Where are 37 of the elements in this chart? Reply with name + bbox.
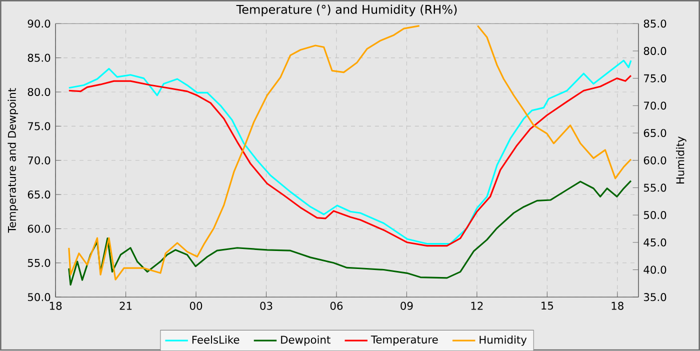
y2-tick-label: 70.0: [644, 102, 666, 110]
x-tick-label: 00: [190, 302, 202, 310]
y2-axis-title: Humidity: [676, 136, 686, 184]
x-tick-label: 18: [612, 302, 624, 310]
y-tick-label: 60.0: [28, 224, 50, 233]
y2-tick-label: 75.0: [644, 74, 666, 82]
y-tick-label: 70.0: [28, 156, 50, 164]
y-tick-label: 85.0: [28, 54, 50, 62]
y-tick-label: 80.0: [28, 88, 50, 96]
x-tick-label: 15: [542, 302, 553, 310]
y2-tick-label: 80.0: [644, 46, 666, 55]
y-tick-label: 65.0: [28, 190, 50, 198]
y2-tick-label: 50.0: [644, 210, 666, 219]
y2-tick-label: 35.0: [644, 292, 666, 302]
legend-label: Humidity: [480, 335, 527, 346]
x-tick-label: 03: [260, 302, 272, 310]
x-tick-label: 09: [400, 302, 413, 310]
x-tick-label: 12: [471, 302, 483, 310]
y-tick-label: 75.0: [28, 122, 50, 130]
y2-tick-label: 85.0: [644, 20, 666, 28]
legend-label: Temperature: [370, 336, 438, 346]
legend-label: FeelsLike: [192, 335, 240, 344]
y2-tick-label: 60.0: [644, 156, 666, 164]
line-series: [68, 180, 632, 286]
y2-tick-label: 65.0: [644, 128, 666, 137]
chart-title: Temperature (°) and Humidity (RH%): [236, 4, 457, 16]
x-tick-label: 18: [50, 302, 62, 310]
y-tick-label: 90.0: [28, 20, 50, 28]
y-tick-label: 50.0: [28, 292, 50, 302]
x-tick-label: 21: [120, 302, 132, 310]
x-tick-label: 06: [330, 302, 343, 310]
legend-label: Dewpoint: [281, 335, 330, 346]
y2-tick-label: 55.0: [644, 184, 666, 192]
y2-tick-label: 40.0: [644, 266, 666, 274]
y-axis-title: Temperature and Dewpoint: [8, 88, 18, 233]
y2-tick-label: 45.0: [644, 238, 666, 246]
y-tick-label: 55.0: [28, 258, 50, 267]
